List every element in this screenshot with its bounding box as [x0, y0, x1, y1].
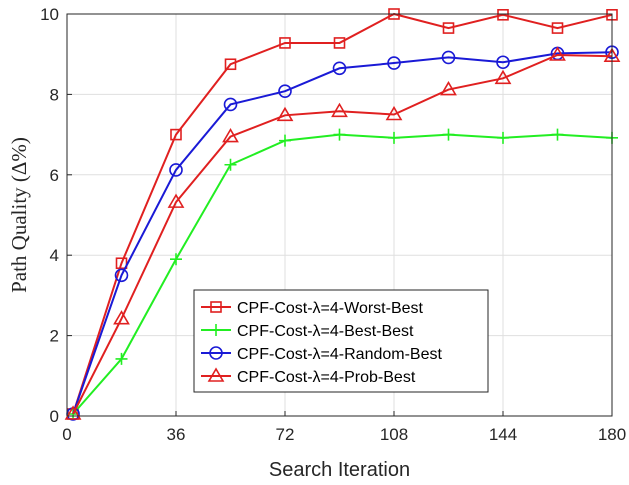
axes-box — [66, 13, 613, 417]
data-point — [333, 128, 346, 141]
y-tick-label: 8 — [50, 85, 59, 104]
data-point — [170, 128, 182, 141]
legend: CPF-Cost-λ=4-Worst-Best CPF-Cost-λ=4-Best… — [193, 289, 489, 393]
data-point — [497, 9, 509, 21]
legend-label: CPF-Cost-λ=4-Prob-Best — [237, 369, 416, 386]
data-point — [496, 55, 510, 70]
data-point — [64, 405, 82, 420]
data-point — [224, 158, 237, 171]
data-point — [169, 163, 183, 177]
data-point — [388, 131, 400, 144]
data-point — [276, 106, 294, 122]
data-point — [440, 80, 457, 96]
data-point — [278, 84, 292, 98]
data-point — [551, 22, 564, 34]
series-line — [72, 51, 613, 415]
data-point — [170, 253, 182, 266]
data-point — [114, 268, 129, 283]
data-point — [442, 22, 455, 34]
data-point — [442, 128, 455, 141]
data-point — [332, 61, 347, 76]
y-axis-label: Path Quality (Δ%) — [7, 137, 31, 293]
y-tick-label: 10 — [40, 5, 59, 24]
data-point — [387, 56, 401, 70]
data-point — [385, 105, 403, 121]
x-axis-label: Search Iteration — [269, 459, 410, 481]
axis-ticks: 0 36 72 108 144 180 0 2 4 6 8 10 — [40, 5, 626, 444]
data-point — [115, 352, 128, 365]
legend-marker — [207, 367, 225, 382]
data-point — [279, 37, 291, 49]
x-tick-label: 144 — [489, 425, 517, 444]
x-tick-label: 0 — [62, 425, 71, 444]
legend-item: CPF-Cost-λ=4-Prob-Best — [201, 367, 416, 386]
data-point — [333, 37, 346, 49]
data-point — [497, 131, 509, 144]
legend-item: CPF-Cost-λ=4-Worst-Best — [201, 300, 424, 317]
y-tick-label: 4 — [50, 246, 59, 265]
x-tick-label: 108 — [380, 425, 408, 444]
data-point — [222, 128, 239, 143]
data-point — [115, 257, 128, 270]
legend-box — [193, 289, 489, 393]
legend-label: CPF-Cost-λ=4-Worst-Best — [237, 300, 424, 317]
legend-label: CPF-Cost-λ=4-Random-Best — [237, 346, 443, 363]
series-4 — [64, 46, 621, 420]
data-point — [551, 128, 564, 141]
legend-marker — [210, 324, 222, 336]
data-point — [224, 58, 237, 71]
x-tick-label: 36 — [167, 425, 186, 444]
legend-marker — [209, 346, 223, 360]
series-line — [72, 12, 613, 415]
data-point — [494, 69, 512, 85]
series-line — [72, 53, 613, 415]
y-tick-label: 6 — [50, 166, 59, 185]
data-point — [279, 134, 291, 147]
data-point — [223, 97, 238, 112]
data-point — [549, 46, 566, 61]
data-point — [167, 193, 185, 208]
legend-item: CPF-Cost-λ=4-Random-Best — [201, 346, 443, 363]
x-tick-label: 180 — [598, 425, 626, 444]
data-point — [113, 310, 130, 325]
series-layer — [64, 8, 621, 421]
y-tick-label: 2 — [50, 327, 59, 346]
data-point — [331, 102, 348, 118]
legend-label: CPF-Cost-λ=4-Best-Best — [237, 323, 414, 340]
x-tick-label: 72 — [276, 425, 295, 444]
legend-item: CPF-Cost-λ=4-Best-Best — [201, 323, 414, 340]
legend-marker — [210, 301, 222, 313]
y-tick-label: 0 — [50, 407, 59, 426]
data-point — [441, 50, 456, 65]
